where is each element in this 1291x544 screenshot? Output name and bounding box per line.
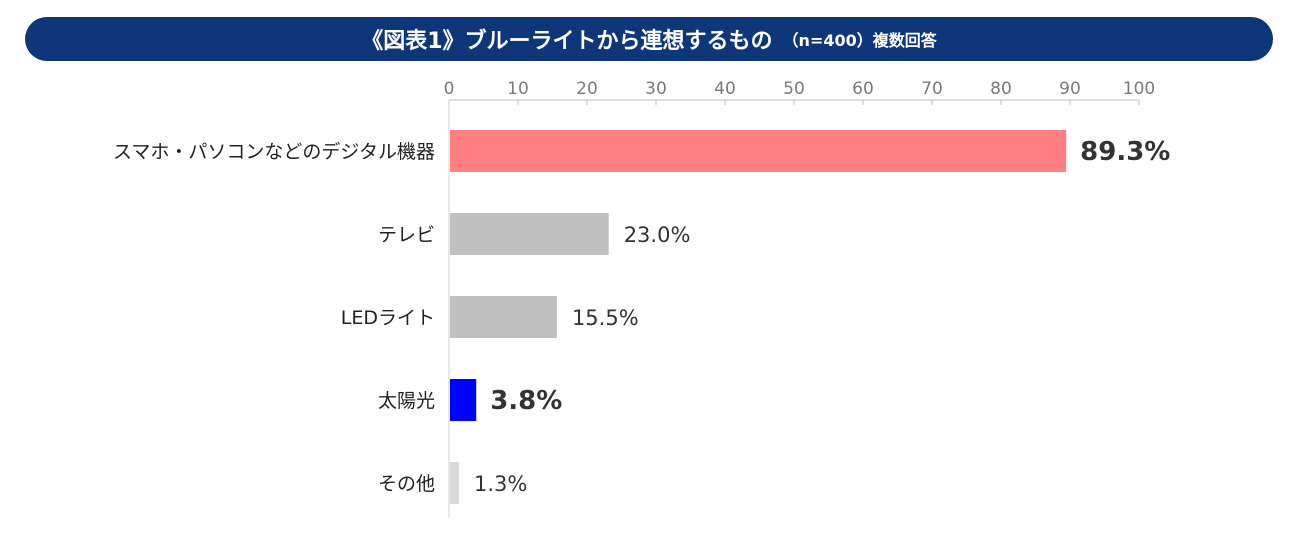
value-label: 89.3%: [1080, 137, 1170, 167]
chart-title-bar: 《図表1》ブルーライトから連想するもの （n=400）複数回答: [25, 17, 1273, 61]
category-label: テレビ: [378, 224, 435, 246]
x-tick-label: 50: [783, 79, 805, 99]
category-label: その他: [378, 473, 435, 495]
value-label: 23.0%: [624, 223, 691, 247]
x-tick-label: 90: [1059, 79, 1081, 99]
value-label: 1.3%: [474, 472, 527, 496]
chart-title: 《図表1》ブルーライトから連想するもの: [361, 29, 773, 54]
value-label: 15.5%: [572, 306, 639, 330]
x-tick-label: 20: [576, 79, 598, 99]
bar: [450, 379, 477, 421]
bar: [450, 213, 609, 255]
x-tick-label: 0: [444, 79, 455, 99]
value-label: 3.8%: [490, 386, 562, 416]
x-tick-label: 40: [714, 79, 736, 99]
x-tick-label: 10: [507, 79, 529, 99]
category-label: 太陽光: [378, 390, 435, 412]
x-tick-label: 60: [852, 79, 874, 99]
x-tick-label: 70: [921, 79, 943, 99]
x-tick-label: 30: [645, 79, 667, 99]
chart-subtitle: （n=400）複数回答: [782, 31, 937, 50]
x-tick-label: 100: [1123, 79, 1155, 99]
x-tick-label: 80: [990, 79, 1012, 99]
bar: [450, 296, 557, 338]
bar: [450, 462, 459, 504]
category-label: スマホ・パソコンなどのデジタル機器: [113, 141, 435, 163]
category-label: LEDライト: [341, 307, 435, 329]
bar: [450, 130, 1067, 172]
